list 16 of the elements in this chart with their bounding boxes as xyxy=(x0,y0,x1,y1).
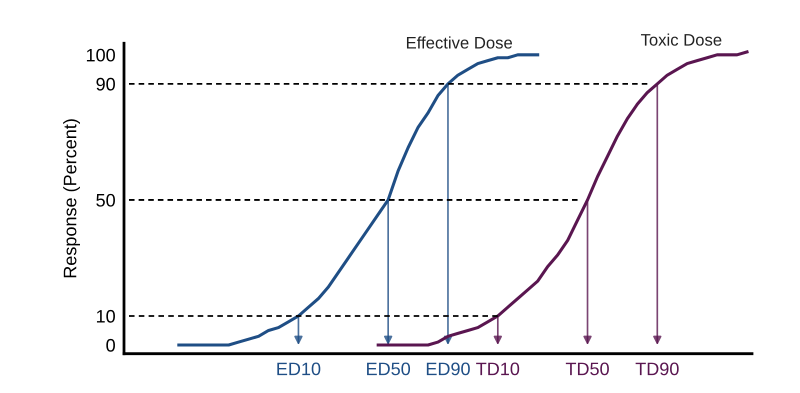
y-tick-label: 100 xyxy=(86,48,115,62)
series-label: Toxic Dose xyxy=(640,33,722,46)
y-tick-label: 0 xyxy=(106,338,115,352)
x-tick-label: ED90 xyxy=(426,362,470,376)
y-axis-title: Response (Percent) xyxy=(63,119,80,278)
line-series xyxy=(177,53,540,347)
series-label: Effective Dose xyxy=(406,36,512,49)
y-tick-label: 50 xyxy=(96,194,115,207)
y-tick-label: 90 xyxy=(96,78,115,91)
x-tick-label: TD10 xyxy=(476,362,520,376)
y-tick-label: 10 xyxy=(96,310,115,323)
x-tick-label: TD50 xyxy=(566,362,609,376)
line-series xyxy=(376,50,749,347)
x-tick-label: TD90 xyxy=(636,362,679,376)
x-tick-label: ED10 xyxy=(277,362,320,376)
x-tick-label: ED50 xyxy=(367,362,410,376)
